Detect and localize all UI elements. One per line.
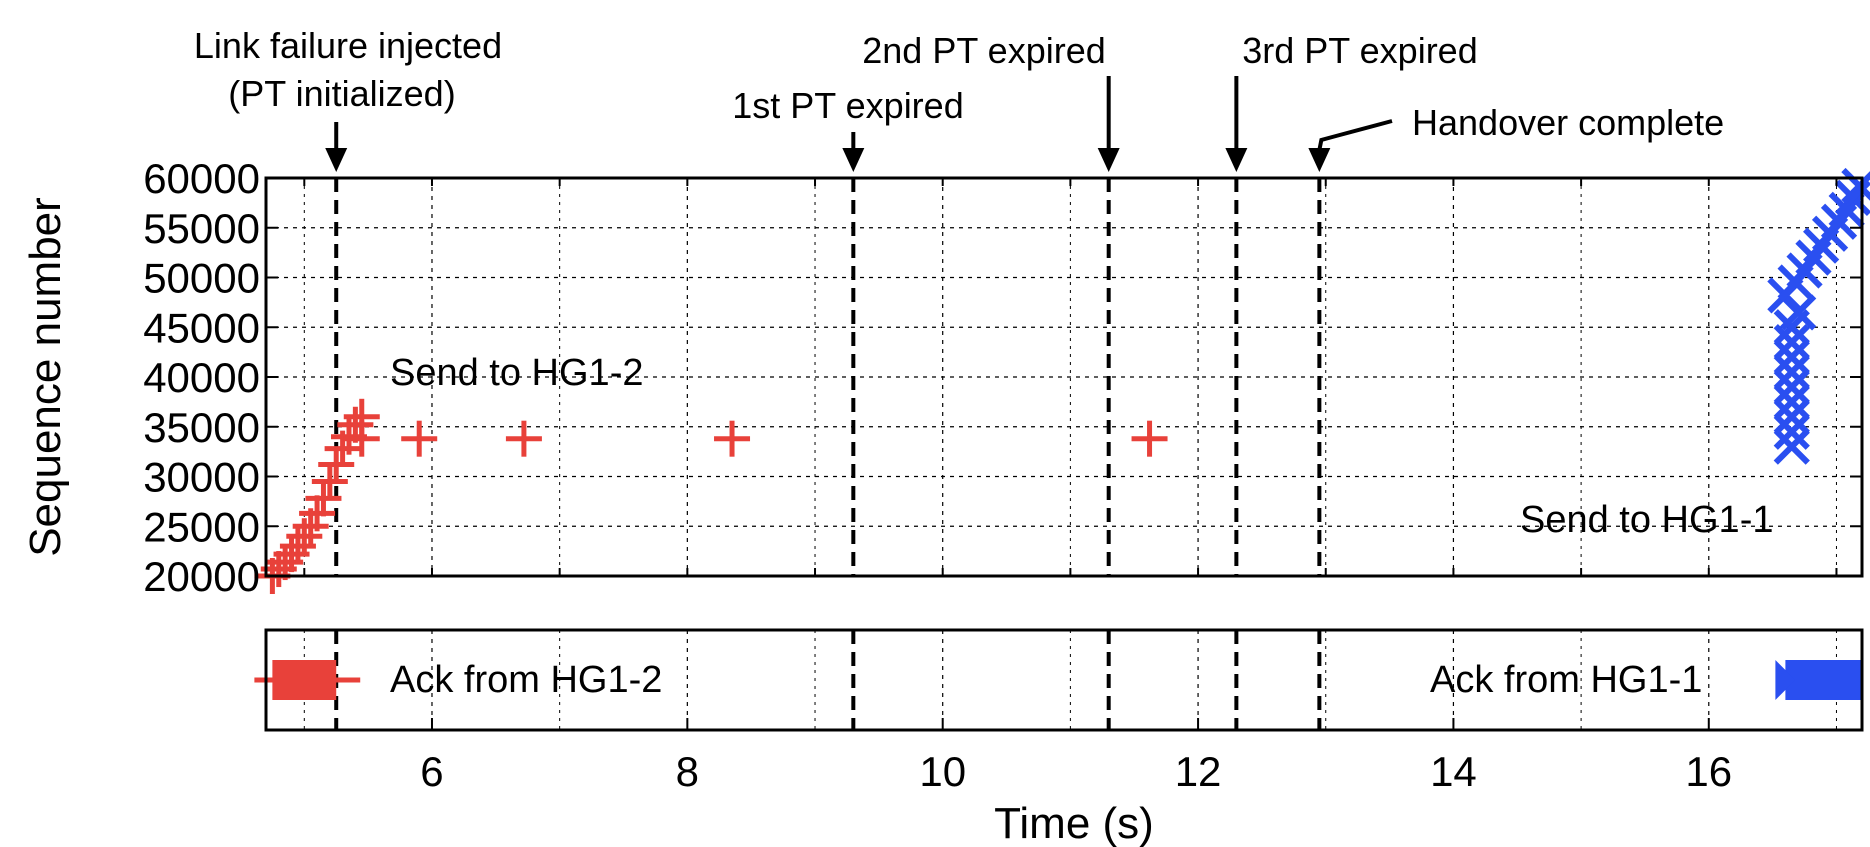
arrow-link-failure-head — [325, 148, 348, 172]
x-tick-label: 16 — [1685, 748, 1732, 795]
y-tick-label: 50000 — [143, 255, 260, 302]
x-point-b — [1773, 413, 1810, 450]
x-tick-label: 12 — [1175, 748, 1222, 795]
arrow-handover-shaft — [1317, 119, 1393, 151]
y-tick-label: 30000 — [143, 454, 260, 501]
x-point-b — [1773, 338, 1810, 376]
arrow-handover-head — [1308, 148, 1331, 172]
y-tick-label: 20000 — [143, 553, 260, 600]
x-point — [1773, 353, 1810, 391]
x-point — [1773, 368, 1810, 406]
y-axis-label: Sequence number — [21, 197, 70, 557]
arrow-3rd-pt-head — [1225, 148, 1248, 172]
x-tick-label: 14 — [1430, 748, 1477, 795]
series-label-ack-hg1-1: Ack from HG1-1 — [1430, 659, 1702, 701]
x-point — [1841, 167, 1870, 205]
ack-bar-hg1-1 — [1785, 660, 1862, 700]
series-label-ack-hg1-2: Ack from HG1-2 — [390, 659, 662, 701]
arrow-1st-pt-head — [842, 148, 865, 172]
y-tick-label: 55000 — [143, 205, 260, 252]
plus-point — [505, 420, 542, 457]
annotation-3rd-pt: 3rd PT expired — [1242, 30, 1477, 71]
x-tick-label: 6 — [420, 748, 443, 795]
annotation-link-failure-line2: (PT initialized) — [228, 73, 455, 114]
plus-point — [1131, 420, 1168, 457]
x-point-b — [1773, 353, 1810, 391]
annotation-1st-pt: 1st PT expired — [732, 85, 963, 126]
x-point — [1773, 383, 1810, 420]
y-tick-label: 45000 — [143, 304, 260, 351]
x-tick-label: 10 — [919, 748, 966, 795]
plus-point — [318, 446, 355, 483]
x-point — [1773, 413, 1810, 450]
arrow-2nd-pt-head — [1097, 148, 1120, 172]
plus-point — [714, 420, 751, 457]
event-marker-lines — [334, 178, 1322, 730]
y-tick-label: 60000 — [143, 155, 260, 202]
annotation-2nd-pt: 2nd PT expired — [862, 30, 1106, 71]
annotation-link-failure-line1: Link failure injected — [194, 25, 502, 66]
grid — [266, 177, 1862, 730]
x-point-b — [1773, 428, 1810, 465]
annotations: Link failure injected (PT initialized) 1st… — [194, 25, 1724, 172]
y-tick-label: 40000 — [143, 354, 260, 401]
y-tick-label: 25000 — [143, 503, 260, 550]
y-tick-label: 35000 — [143, 404, 260, 451]
plus-point — [305, 480, 342, 517]
x-point — [1773, 428, 1810, 465]
data-points — [254, 167, 1870, 700]
x-tick-label: 8 — [676, 748, 699, 795]
series-label-send-hg1-2: Send to HG1-2 — [390, 352, 643, 394]
x-point — [1773, 338, 1810, 376]
x-point-b — [1773, 324, 1810, 361]
plus-point — [343, 420, 380, 457]
x-axis-label: Time (s) — [994, 799, 1154, 847]
series-label-send-hg1-1: Send to HG1-1 — [1520, 499, 1773, 541]
x-point-b — [1773, 368, 1810, 406]
x-point-b — [1841, 171, 1870, 205]
ack-bar-hg1-1-cap — [1775, 660, 1796, 700]
annotation-handover: Handover complete — [1412, 102, 1724, 143]
axis-ticks — [266, 177, 1862, 730]
plus-point — [311, 463, 348, 500]
plus-point — [401, 420, 438, 457]
x-point-b — [1773, 398, 1810, 435]
plus-point — [299, 495, 336, 532]
x-point — [1773, 324, 1810, 361]
labels: 2000025000300003500040000450005000055000… — [21, 155, 1773, 847]
x-point — [1773, 398, 1810, 435]
ack-panel-frame — [264, 628, 1864, 732]
x-point-b — [1773, 383, 1810, 420]
